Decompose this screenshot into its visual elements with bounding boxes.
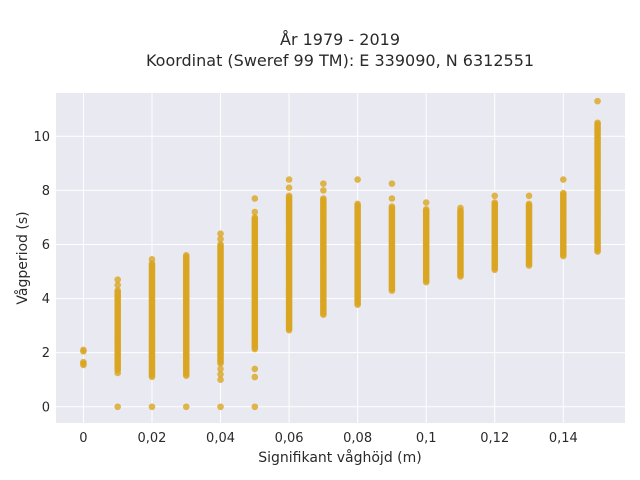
y-tick-label: 6 bbox=[42, 238, 50, 253]
data-point bbox=[491, 266, 499, 274]
data-point bbox=[217, 365, 224, 373]
data-point bbox=[251, 365, 259, 373]
data-point bbox=[422, 199, 430, 206]
data-point bbox=[182, 372, 190, 379]
data-point bbox=[217, 360, 224, 367]
data-point bbox=[217, 403, 224, 411]
data-point bbox=[251, 345, 259, 353]
data-points bbox=[80, 97, 601, 411]
data-point bbox=[525, 262, 533, 269]
x-axis-label: Signifikant våghöjd (m) bbox=[258, 449, 421, 466]
data-point bbox=[285, 184, 293, 191]
y-tick-label: 2 bbox=[42, 346, 50, 361]
data-point bbox=[114, 403, 121, 411]
data-point bbox=[285, 326, 293, 334]
data-point bbox=[148, 256, 156, 263]
data-point bbox=[114, 276, 121, 283]
x-tick-label: 0,14 bbox=[549, 431, 578, 446]
data-point bbox=[525, 192, 533, 200]
data-point bbox=[80, 361, 87, 369]
data-point bbox=[148, 403, 156, 411]
data-point bbox=[251, 403, 259, 411]
chart-subtitle: Koordinat (Sweref 99 TM): E 339090, N 63… bbox=[146, 51, 534, 70]
data-point bbox=[182, 403, 190, 411]
data-point bbox=[491, 192, 499, 200]
y-tick-label: 8 bbox=[42, 184, 50, 199]
y-tick-label: 4 bbox=[42, 292, 50, 307]
data-point bbox=[251, 373, 259, 381]
x-tick-label: 0,08 bbox=[343, 431, 372, 446]
data-point bbox=[422, 278, 430, 286]
x-tick-label: 0,1 bbox=[416, 431, 437, 446]
data-point bbox=[560, 252, 567, 260]
data-point bbox=[217, 235, 224, 243]
y-axis-label: Vågperiod (s) bbox=[14, 211, 31, 304]
plot-area bbox=[56, 93, 625, 423]
data-point bbox=[217, 371, 224, 378]
y-tick-label: 0 bbox=[42, 400, 50, 415]
x-tick-label: 0,12 bbox=[480, 431, 509, 446]
data-point bbox=[388, 180, 396, 187]
chart-title: År 1979 - 2019 bbox=[280, 30, 400, 49]
data-point bbox=[594, 97, 601, 105]
data-point bbox=[354, 176, 361, 183]
data-point bbox=[457, 204, 464, 212]
data-point bbox=[457, 273, 464, 280]
data-point bbox=[251, 195, 259, 202]
y-axis-ticks: 0 2 4 6 8 10 bbox=[33, 130, 50, 415]
data-point bbox=[560, 176, 567, 183]
data-point bbox=[114, 369, 121, 377]
data-point bbox=[594, 248, 601, 255]
data-point bbox=[217, 376, 224, 384]
data-point bbox=[217, 230, 224, 237]
y-tick-label: 10 bbox=[33, 130, 50, 145]
x-axis-ticks: 0 0,02 0,04 0,06 0,08 0,1 0,12 0,14 bbox=[79, 431, 577, 446]
data-point bbox=[388, 195, 396, 202]
x-tick-label: 0,06 bbox=[275, 431, 304, 446]
data-point bbox=[251, 208, 259, 216]
data-point bbox=[148, 373, 156, 381]
data-point bbox=[320, 311, 327, 318]
data-point bbox=[354, 301, 361, 309]
data-point bbox=[388, 287, 396, 294]
x-tick-label: 0 bbox=[79, 431, 87, 446]
data-point bbox=[114, 281, 121, 289]
data-point bbox=[320, 187, 327, 194]
data-point bbox=[320, 180, 327, 187]
x-tick-label: 0,02 bbox=[137, 431, 166, 446]
data-point bbox=[285, 176, 293, 183]
x-tick-label: 0,04 bbox=[206, 431, 235, 446]
data-point bbox=[80, 346, 87, 354]
